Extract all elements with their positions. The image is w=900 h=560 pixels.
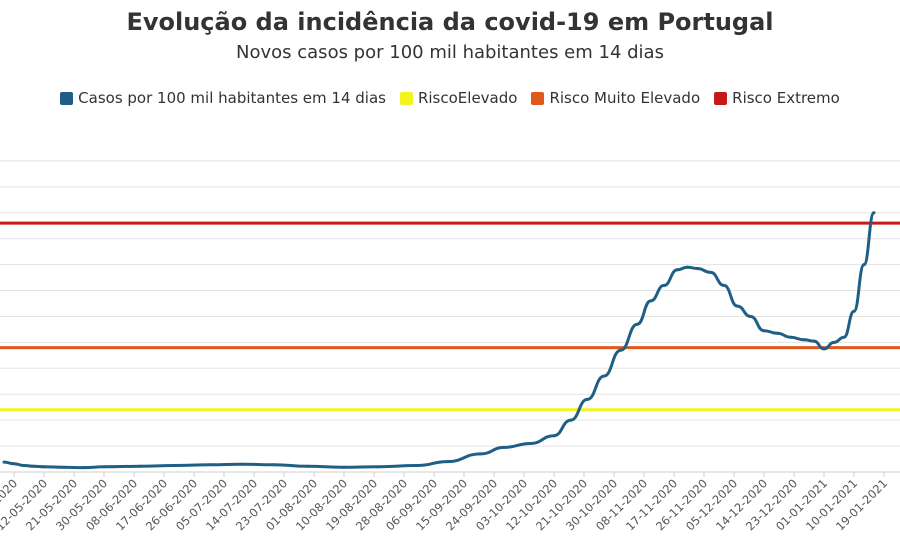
legend-item-risco-extremo[interactable]: Risco Extremo [714, 89, 840, 107]
data-point[interactable] [775, 331, 779, 335]
data-point[interactable] [305, 464, 309, 468]
data-point[interactable] [415, 464, 419, 468]
data-point[interactable] [529, 441, 533, 445]
chart-legend: Casos por 100 mil habitantes em 14 dias … [0, 89, 900, 107]
data-point[interactable] [32, 464, 36, 468]
data-point[interactable] [802, 338, 806, 342]
data-point[interactable] [842, 335, 846, 339]
data-point[interactable] [42, 465, 46, 469]
data-point[interactable] [789, 335, 793, 339]
data-point[interactable] [102, 465, 106, 469]
data-point[interactable] [709, 270, 713, 274]
data-point[interactable] [832, 340, 836, 344]
legend-label-risco-muito-elevado: Risco Muito Elevado [549, 89, 701, 107]
data-point[interactable] [502, 445, 506, 449]
data-point[interactable] [22, 464, 26, 468]
data-point[interactable] [172, 464, 176, 468]
data-point[interactable] [445, 460, 449, 464]
data-point[interactable] [812, 339, 816, 343]
data-point[interactable] [862, 263, 866, 267]
data-point[interactable] [569, 418, 573, 422]
data-point[interactable] [685, 265, 689, 269]
legend-swatch-risco-extremo [714, 91, 728, 105]
data-point[interactable] [822, 347, 826, 351]
data-point[interactable] [209, 463, 213, 467]
data-point[interactable] [139, 464, 143, 468]
legend-swatch-risco-elevado [399, 91, 413, 105]
data-point[interactable] [2, 460, 6, 464]
legend-swatch-cases [60, 91, 74, 105]
data-point[interactable] [272, 463, 276, 467]
data-point[interactable] [749, 314, 753, 318]
data-point[interactable] [239, 462, 243, 466]
data-point[interactable] [735, 304, 739, 308]
legend-label-risco-extremo: Risco Extremo [732, 89, 840, 107]
data-point[interactable] [62, 465, 66, 469]
data-point[interactable] [675, 268, 679, 272]
data-point[interactable] [479, 452, 483, 456]
legend-swatch-risco-muito-elevado [531, 91, 545, 105]
data-point[interactable] [12, 462, 16, 466]
data-point[interactable] [695, 267, 699, 271]
x-axis-ticks: 03-05-202012-05-202021-05-202030-05-2020… [0, 472, 890, 533]
series-layer [2, 211, 876, 470]
data-point[interactable] [662, 283, 666, 287]
data-point[interactable] [872, 211, 876, 215]
reference-lines [0, 221, 900, 412]
data-point[interactable] [635, 322, 639, 326]
data-point[interactable] [762, 329, 766, 333]
legend-item-cases[interactable]: Casos por 100 mil habitantes em 14 dias [60, 89, 386, 107]
legend-item-risco-muito-elevado[interactable]: Risco Muito Elevado [531, 89, 700, 107]
legend-item-risco-elevado[interactable]: RiscoElevado [399, 89, 518, 107]
data-point[interactable] [375, 465, 379, 469]
data-point[interactable] [342, 465, 346, 469]
data-point[interactable] [649, 299, 653, 303]
data-point[interactable] [82, 466, 86, 470]
data-point[interactable] [619, 348, 623, 352]
chart-subtitle: Novos casos por 100 mil habitantes em 14… [236, 42, 664, 63]
grid-lines [0, 160, 900, 473]
legend-label-cases: Casos por 100 mil habitantes em 14 dias [78, 89, 386, 107]
legend-label-risco-elevado: RiscoElevado [417, 89, 518, 107]
chart-title: Evolução da incidência da covid-19 em Po… [126, 8, 774, 36]
series-line-cases[interactable] [3, 211, 876, 470]
data-point[interactable] [722, 283, 726, 287]
data-point[interactable] [602, 374, 606, 378]
data-point[interactable] [585, 397, 589, 401]
data-point[interactable] [852, 309, 856, 313]
data-point[interactable] [552, 434, 556, 438]
